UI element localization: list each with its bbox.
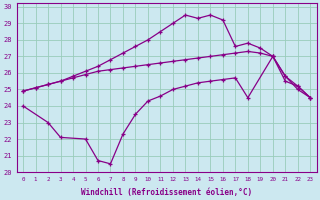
X-axis label: Windchill (Refroidissement éolien,°C): Windchill (Refroidissement éolien,°C): [81, 188, 252, 197]
